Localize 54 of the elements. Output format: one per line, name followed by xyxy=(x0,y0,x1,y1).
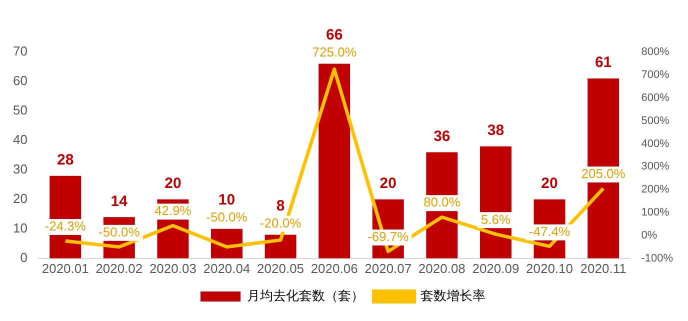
data-label: -50.0% xyxy=(206,209,248,224)
data-label: 61 xyxy=(594,54,612,72)
y-tick-label: 70 xyxy=(12,44,28,59)
data-label: 38 xyxy=(487,122,504,139)
data-label: 42.9% xyxy=(154,203,192,218)
y-tick-label: 50 xyxy=(12,102,28,118)
x-tick-label: 2020.05 xyxy=(257,260,304,276)
data-label: -24.3% xyxy=(44,218,86,234)
data-label: 36 xyxy=(434,128,450,145)
x-tick-label: 2020.08 xyxy=(418,260,466,276)
y2-tick-label: 600% xyxy=(641,92,670,104)
data-label: 10 xyxy=(218,192,236,209)
data-label: -50.0% xyxy=(98,224,140,240)
data-label: 28 xyxy=(57,151,74,168)
data-label: 205.0% xyxy=(581,166,626,182)
y-tick-label: 30 xyxy=(12,162,28,177)
x-tick-label: 2020.02 xyxy=(96,260,143,276)
x-tick-label: 2020.11 xyxy=(580,260,626,276)
y2-tick-label: 200% xyxy=(641,184,670,196)
y2-tick-label: 400% xyxy=(641,138,670,150)
y-tick-label: 60 xyxy=(12,73,28,88)
data-label: 20 xyxy=(380,175,396,192)
y2-tick-label: 700% xyxy=(641,68,670,81)
y-tick-label: 0 xyxy=(20,250,28,265)
legend-label: 套数增长率 xyxy=(420,288,486,304)
data-label: -20.0% xyxy=(260,215,302,230)
y2-tick-label: 800% xyxy=(641,46,670,58)
x-tick-label: 2020.09 xyxy=(472,260,520,276)
data-label: 725.0% xyxy=(312,44,357,60)
y2-tick-label: 500% xyxy=(641,114,670,127)
x-tick-label: 2020.06 xyxy=(310,260,358,276)
x-tick-label: 2020.01 xyxy=(42,260,89,276)
y2-tick-label: -100% xyxy=(641,252,674,264)
x-tick-label: 2020.03 xyxy=(149,260,196,276)
y2-tick-label: 100% xyxy=(641,206,670,219)
data-label: -47.4% xyxy=(528,224,571,239)
y2-tick-label: 300% xyxy=(641,160,670,173)
x-tick-label: 2020.10 xyxy=(526,260,574,276)
y-tick-label: 10 xyxy=(12,220,28,236)
data-label: 14 xyxy=(110,192,128,210)
data-label: 66 xyxy=(326,26,343,44)
data-label: 5.6% xyxy=(480,212,511,227)
data-label: 8 xyxy=(276,197,285,214)
data-label: -69.7% xyxy=(368,229,410,244)
legend-label: 月均去化套数（套） xyxy=(247,288,364,304)
x-tick-label: 2020.07 xyxy=(364,260,412,276)
data-label: 80.0% xyxy=(423,194,461,210)
data-label: 20 xyxy=(541,175,558,192)
y2-tick-label: 0% xyxy=(641,230,658,242)
bar xyxy=(318,64,350,258)
x-tick-label: 2020.04 xyxy=(203,260,250,276)
data-label: 20 xyxy=(164,175,182,192)
y-tick-label: 20 xyxy=(12,191,28,206)
y-tick-label: 40 xyxy=(12,132,28,148)
